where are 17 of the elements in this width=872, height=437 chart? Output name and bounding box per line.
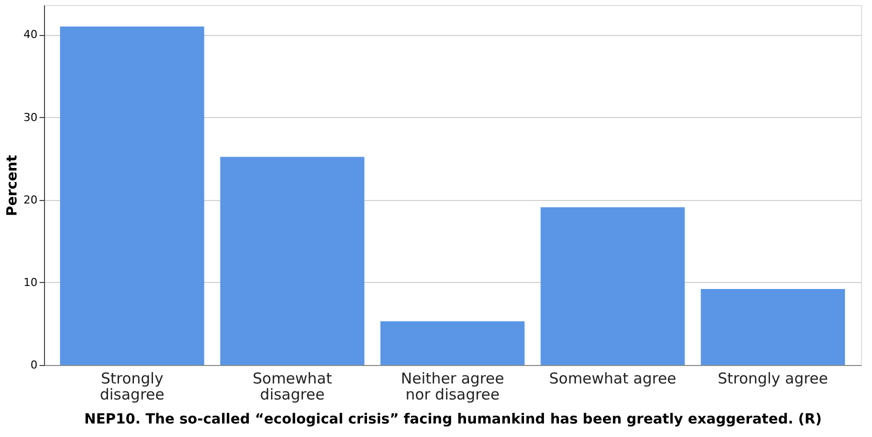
x-tick-label: Somewhat agree	[549, 370, 676, 388]
bar	[540, 207, 685, 365]
y-tick-label: 30	[24, 110, 38, 124]
x-tick-label: Strongly agree	[718, 370, 828, 388]
x-tick-label: Somewhat disagree	[252, 370, 332, 404]
bar	[60, 26, 204, 365]
x-tick-label: Strongly disagree	[100, 370, 164, 404]
bar	[700, 289, 845, 365]
x-axis-title: NEP10. The so-called “ecological crisis” facing humankind has been greatly exaggerated. (R)	[84, 412, 822, 428]
bar	[220, 156, 364, 365]
y-axis-title: Percent	[4, 154, 21, 216]
y-tick-label: 10	[24, 276, 38, 289]
y-tick-label: 40	[24, 28, 38, 42]
x-tick-label: Neither agree nor disagree	[400, 370, 504, 404]
bar	[380, 321, 525, 365]
y-tick-label: 20	[24, 193, 38, 206]
y-tick-label: 0	[30, 358, 38, 372]
